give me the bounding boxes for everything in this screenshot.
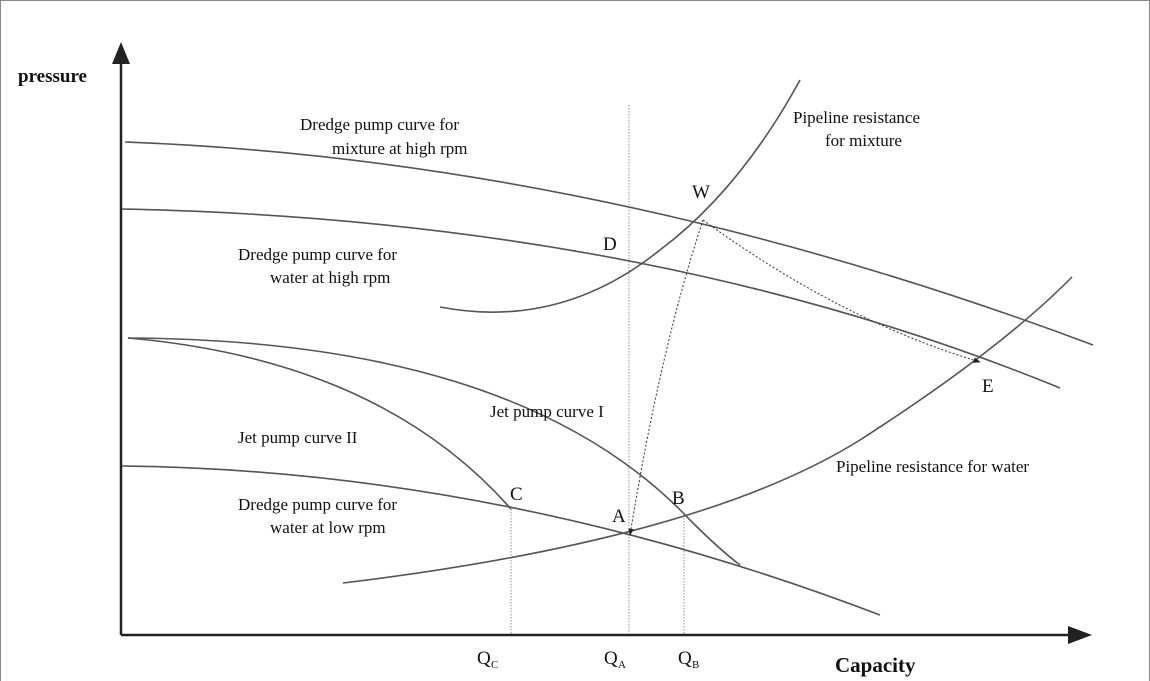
curve-label: water at low rpm xyxy=(270,518,386,537)
curve-label: for mixture xyxy=(825,131,902,150)
capacity-label: Q xyxy=(477,648,491,669)
curve-label: Jet pump curve I xyxy=(490,402,604,421)
x-axis-label: Capacity xyxy=(835,653,916,677)
curve-label: Dredge pump curve for xyxy=(238,495,397,514)
capacity-label: Q xyxy=(678,648,692,669)
curve-label: Dredge pump curve for xyxy=(238,245,397,264)
point-label: A xyxy=(612,506,626,527)
y-axis-label: pressure xyxy=(18,66,87,87)
curve-label: water at high rpm xyxy=(270,268,390,287)
curve-label: Dredge pump curve for xyxy=(300,115,459,134)
point-label: E xyxy=(982,376,994,397)
capacity-subscript: A xyxy=(618,659,626,671)
point-label: B xyxy=(672,488,685,509)
point-label: W xyxy=(692,182,710,203)
curve-label: mixture at high rpm xyxy=(332,139,468,158)
curve-label: Pipeline resistance for water xyxy=(836,457,1029,476)
point-label: D xyxy=(603,234,617,255)
point-label: C xyxy=(510,484,523,505)
curves xyxy=(121,79,1094,616)
curve-label: Pipeline resistance xyxy=(793,108,920,127)
labels: Dredge pump curve for mixture at high rpm… xyxy=(238,108,1029,671)
capacity-label: Q xyxy=(604,648,618,669)
axes xyxy=(112,42,1092,644)
capacity-subscript: B xyxy=(692,659,699,671)
guides xyxy=(510,105,685,635)
curve-label: Jet pump curve II xyxy=(238,428,358,447)
capacity-subscript: C xyxy=(491,659,498,671)
